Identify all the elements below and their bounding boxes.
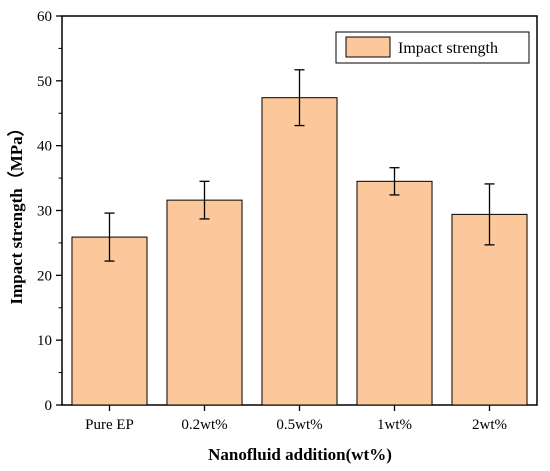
y-axis-title: Impact strength（MPa） xyxy=(6,119,26,304)
y-tick-label: 50 xyxy=(37,74,52,90)
x-tick-label: 0.2wt% xyxy=(181,417,227,433)
y-axis-ticks: 0 10 20 30 40 50 60 xyxy=(37,9,62,414)
x-tick-label: 1wt% xyxy=(377,417,412,433)
bar-1 xyxy=(166,199,243,406)
y-tick-label: 60 xyxy=(37,9,52,25)
x-tick-label: 0.5wt% xyxy=(276,417,322,433)
x-tick-label: 2wt% xyxy=(472,417,507,433)
bar-2 xyxy=(261,97,338,406)
x-axis-title: Nanofluid addition(wt%) xyxy=(208,445,392,464)
legend-label: Impact strength xyxy=(398,40,498,57)
plot-area: 0 10 20 30 40 50 60 Pure EP 0.2wt% 0.5wt% 1wt% 2wt… xyxy=(37,9,538,433)
y-tick-label: 0 xyxy=(45,398,53,414)
bar-0 xyxy=(71,236,148,406)
bar-3 xyxy=(356,180,433,406)
legend: Impact strength xyxy=(335,31,530,64)
bars xyxy=(71,69,528,406)
x-axis-ticks: Pure EP 0.2wt% 0.5wt% 1wt% 2wt% xyxy=(85,405,507,433)
x-tick-label: Pure EP xyxy=(85,417,134,433)
y-tick-label: 10 xyxy=(37,333,52,349)
y-tick-label: 20 xyxy=(37,268,52,284)
legend-swatch xyxy=(345,36,391,58)
y-tick-label: 40 xyxy=(37,139,52,155)
y-tick-label: 30 xyxy=(37,204,52,220)
